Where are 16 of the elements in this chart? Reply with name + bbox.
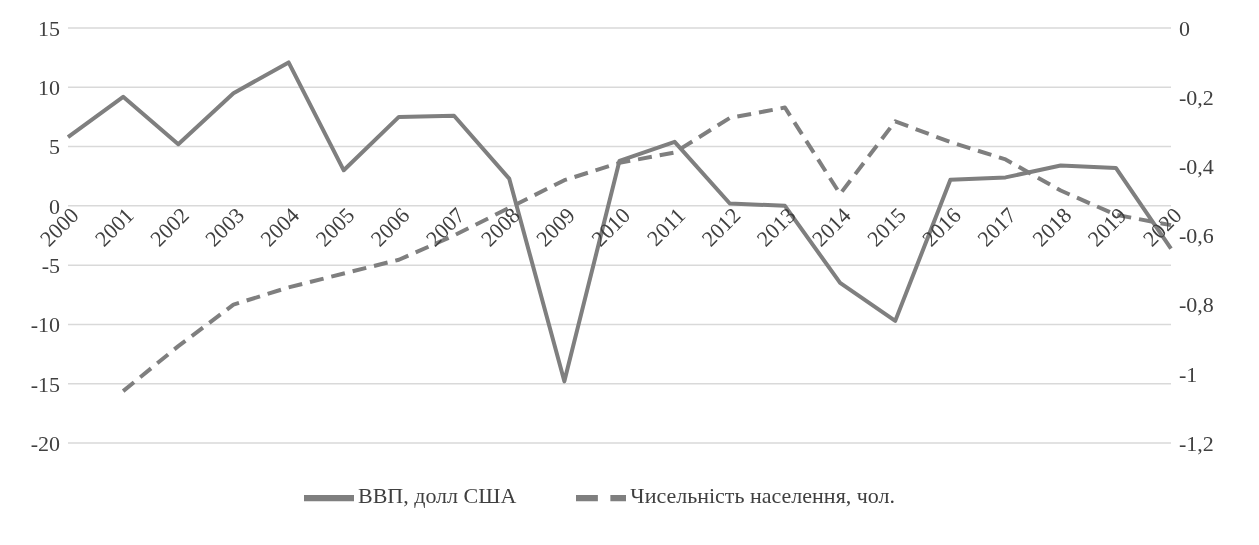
legend-label: Чисельність населення, чол.	[630, 483, 896, 509]
y2-tick-label: -0,4	[1179, 154, 1214, 180]
y-tick-label: 15	[38, 15, 60, 41]
y2-tick-label: -1,2	[1179, 430, 1214, 456]
y-tick-label: 10	[38, 75, 60, 101]
y-tick-label: -10	[30, 312, 60, 338]
y2-tick-label: -0,2	[1179, 84, 1214, 110]
y-tick-label: -20	[30, 430, 60, 456]
y2-tick-label: 0	[1179, 15, 1190, 41]
y2-tick-label: -1	[1179, 361, 1198, 387]
y-tick-label: 5	[49, 134, 60, 160]
y-tick-label: -5	[41, 252, 60, 278]
legend-label: ВВП, долл США	[357, 483, 517, 509]
y2-tick-label: -0,6	[1179, 223, 1214, 249]
y-tick-label: -15	[30, 371, 60, 397]
y2-tick-label: -0,8	[1179, 292, 1214, 318]
